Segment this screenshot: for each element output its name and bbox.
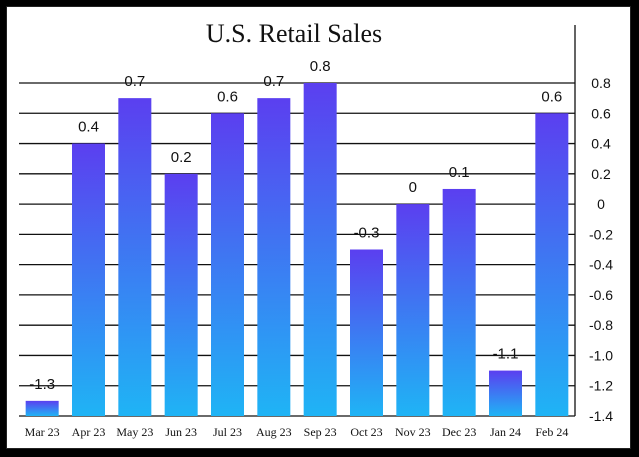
y-tick-label: -0.8 (589, 317, 613, 333)
y-tick-label: -1.4 (589, 408, 613, 424)
y-tick-label: 0.6 (591, 105, 611, 121)
x-tick-label: Aug 23 (256, 425, 292, 439)
data-label: 0.2 (171, 149, 192, 166)
data-label: 0.7 (263, 73, 284, 90)
bar (396, 204, 430, 416)
bar-layer (25, 83, 569, 417)
data-label: -1.1 (493, 346, 519, 363)
bar (350, 249, 383, 416)
x-tick-label: Feb 24 (535, 425, 568, 439)
x-tick-label: Jun 23 (165, 425, 197, 439)
bar (257, 98, 291, 417)
x-tick-label: Sep 23 (304, 425, 337, 439)
y-tick-label: -1.0 (589, 347, 613, 363)
y-tick-label: 0.2 (591, 166, 611, 182)
bar (489, 370, 522, 416)
data-label: 0.4 (78, 119, 99, 136)
bar (442, 188, 476, 416)
data-label: 0.1 (449, 164, 470, 181)
x-tick-label: Dec 23 (442, 425, 476, 439)
bar (25, 400, 59, 416)
bar (535, 113, 569, 416)
label-layer: 0.8 0.6 0.4 0.2 0 -0.2 -0.4 -0.6 -0.8 -1.0 -1.2 -1.… (25, 58, 614, 439)
x-tick-label: Mar 23 (25, 425, 60, 439)
y-tick-label: -0.2 (589, 226, 613, 242)
bar (303, 83, 337, 416)
data-label: -0.3 (354, 225, 380, 242)
bar (72, 143, 105, 416)
y-tick-label: -1.2 (589, 378, 613, 394)
data-label: 0.8 (310, 58, 331, 75)
y-tick-label: -0.6 (589, 287, 613, 303)
x-tick-label: May 23 (116, 425, 153, 439)
y-tick-label: 0 (597, 196, 605, 212)
x-tick-label: Apr 23 (72, 425, 106, 439)
bar (118, 98, 152, 417)
data-label: 0.6 (217, 88, 238, 105)
data-label: 0.7 (124, 73, 145, 90)
y-tick-label: -0.4 (589, 257, 613, 273)
retail-sales-chart: U.S. Retail Sales 0.8 0.6 0.4 0.2 0 -0.2 -0.4 -… (19, 19, 614, 439)
x-tick-label: Nov 23 (395, 425, 431, 439)
chart-title: U.S. Retail Sales (206, 19, 382, 48)
data-label: -1.3 (29, 376, 55, 393)
y-tick-label: 0.4 (591, 136, 611, 152)
x-tick-label: Oct 23 (350, 425, 382, 439)
y-tick-label: 0.8 (591, 75, 611, 91)
data-label: 0.6 (541, 88, 562, 105)
data-label: 0 (409, 179, 417, 196)
chart-frame: U.S. Retail Sales 0.8 0.6 0.4 0.2 0 -0.2 -0.4 -… (6, 6, 631, 449)
grid-layer (19, 25, 576, 417)
bar (164, 173, 198, 416)
x-tick-label: Jan 24 (490, 425, 521, 439)
bar (211, 113, 244, 416)
x-tick-label: Jul 23 (213, 425, 242, 439)
